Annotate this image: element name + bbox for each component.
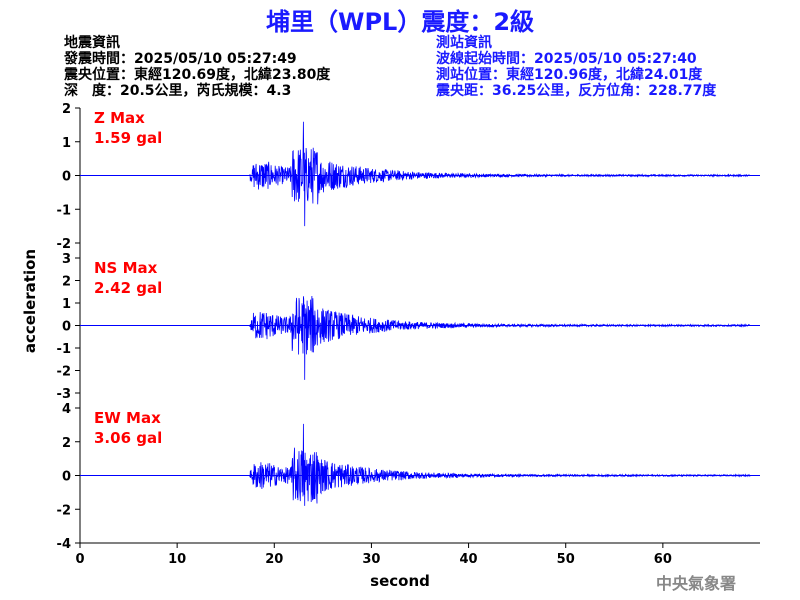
x-tick-label: 60 — [654, 552, 672, 567]
earthquake-info-heading: 地震資訊 — [64, 35, 120, 51]
y-tick-label: 2 — [62, 275, 71, 290]
panel-max-value: 2.42 gal — [94, 279, 162, 297]
panel-component-label: NS Max — [94, 259, 158, 277]
y-tick-label: -2 — [57, 503, 71, 518]
agency-watermark: 中央氣象署 — [656, 574, 737, 593]
y-axis-label: acceleration — [21, 248, 40, 354]
epicenter-location: 震央位置：東經120.69度，北緯23.80度 — [64, 67, 331, 83]
y-tick-label: -1 — [57, 342, 71, 357]
y-tick-label: 2 — [62, 436, 71, 451]
station-info: 測站資訊 波線起始時間：2025/05/10 05:27:40 測站位置：東經1… — [436, 35, 716, 99]
y-tick-label: 0 — [62, 320, 71, 335]
station-location: 測站位置：東經120.96度，北緯24.01度 — [436, 67, 703, 83]
y-tick-label: -2 — [57, 237, 71, 252]
x-tick-label: 40 — [460, 552, 478, 567]
origin-time: 發震時間：2025/05/10 05:27:49 — [64, 51, 297, 67]
waveform-ew — [80, 423, 751, 506]
y-tick-label: 3 — [62, 252, 71, 267]
panel-max-value: 3.06 gal — [94, 429, 162, 447]
y-tick-label: 2 — [62, 102, 71, 117]
station-info-heading: 測站資訊 — [436, 35, 492, 51]
y-tick-label: 1 — [62, 136, 71, 151]
x-tick-label: 10 — [168, 552, 186, 567]
x-tick-label: 30 — [362, 552, 380, 567]
epicentral-distance: 震央距：36.25公里，反方位角：228.77度 — [436, 83, 717, 99]
y-tick-label: 1 — [62, 297, 71, 312]
x-tick-label: 20 — [265, 552, 283, 567]
waveform-ns — [80, 295, 751, 380]
waveform-z — [80, 121, 751, 227]
x-tick-label: 0 — [75, 552, 84, 567]
y-tick-label: -3 — [57, 387, 71, 402]
panel-component-label: EW Max — [94, 409, 161, 427]
y-tick-label: 0 — [62, 470, 71, 485]
y-tick-label: -4 — [57, 537, 71, 552]
x-tick-label: 50 — [557, 552, 575, 567]
y-tick-label: -1 — [57, 203, 71, 218]
depth-magnitude: 深 度：20.5公里，芮氏規模：4.3 — [64, 83, 292, 99]
panel-max-value: 1.59 gal — [94, 129, 162, 147]
y-tick-label: -2 — [57, 365, 71, 380]
y-tick-label: 0 — [62, 170, 71, 185]
x-axis-label: second — [370, 572, 430, 590]
waveform-start-time: 波線起始時間：2025/05/10 05:27:40 — [436, 51, 697, 67]
chart-title: 埔里（WPL）震度：2級 — [265, 8, 535, 36]
panel-component-label: Z Max — [94, 109, 145, 127]
y-tick-label: 4 — [62, 402, 71, 417]
earthquake-info: 地震資訊 發震時間：2025/05/10 05:27:49 震央位置：東經120… — [64, 35, 330, 99]
